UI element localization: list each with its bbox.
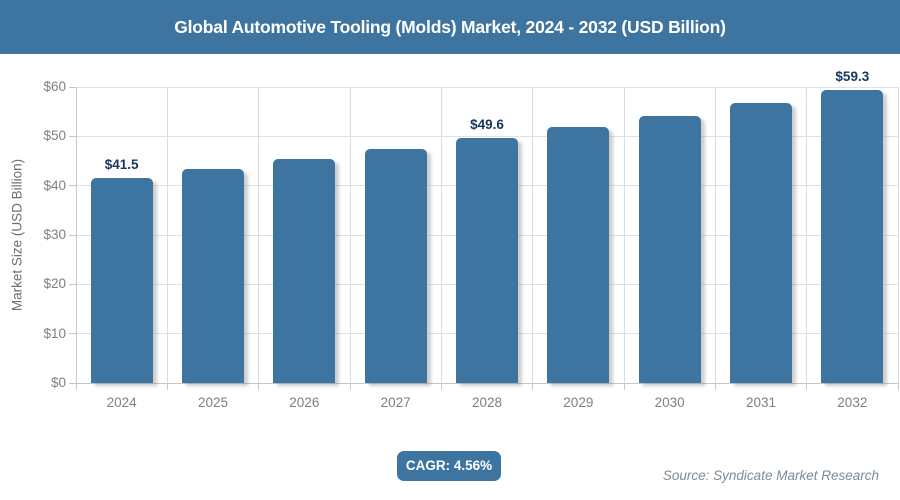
gridline-vertical <box>258 87 260 383</box>
chart-title: Global Automotive Tooling (Molds) Market… <box>174 17 726 37</box>
y-axis-tick-label: $30 <box>43 227 66 242</box>
gridline-vertical <box>806 87 808 383</box>
gridline-vertical <box>623 87 625 383</box>
bar-2029 <box>547 126 610 383</box>
bar-2032 <box>821 90 884 383</box>
gridline-horizontal <box>76 135 898 137</box>
x-axis-label-2030: 2030 <box>654 395 685 410</box>
y-axis-tick-label: $50 <box>43 128 66 144</box>
x-axis-label-2024: 2024 <box>106 395 137 410</box>
y-axis-tick-label: $60 <box>43 79 66 94</box>
bar-value-label-2024: $41.5 <box>104 157 139 173</box>
x-axis-label-2029: 2029 <box>563 395 594 410</box>
bar-2030 <box>638 115 701 383</box>
x-axis-tick <box>714 383 716 390</box>
x-axis-tick <box>806 383 808 390</box>
y-axis-tick <box>69 135 76 137</box>
x-axis-tick <box>166 383 168 390</box>
y-axis-tick-label: $10 <box>43 325 66 341</box>
x-axis-tick <box>75 383 77 390</box>
gridline-vertical <box>714 87 716 383</box>
chart-title-bar: Global Automotive Tooling (Molds) Market… <box>0 0 900 54</box>
x-axis-tick <box>440 383 442 390</box>
gridline-vertical <box>349 87 351 383</box>
bar-2031 <box>730 103 792 383</box>
bar-2028 <box>456 138 518 383</box>
x-axis-label-2031: 2031 <box>745 395 777 410</box>
gridline-vertical <box>532 87 534 383</box>
gridline-vertical <box>75 87 77 383</box>
x-axis-label-2027: 2027 <box>380 395 411 410</box>
gridline-vertical <box>166 87 168 383</box>
bar-2025 <box>182 168 244 383</box>
x-axis-label-2028: 2028 <box>471 395 503 410</box>
x-axis-tick <box>532 383 534 390</box>
bar-value-label-2028: $49.6 <box>470 117 504 133</box>
bar-2026 <box>273 159 336 383</box>
gridline-horizontal <box>76 382 898 384</box>
x-axis-label-2032: 2032 <box>837 395 868 410</box>
x-axis-label-2025: 2025 <box>197 395 229 410</box>
y-axis-tick <box>69 86 76 88</box>
x-axis-tick <box>349 383 351 390</box>
x-axis-label-2026: 2026 <box>289 395 320 410</box>
gridline-vertical <box>897 87 899 383</box>
bar-chart: Market Size (USD Billion) $0 $10 $20 $30 $40… <box>10 69 899 410</box>
y-axis-tick <box>69 185 76 187</box>
y-axis-tick <box>69 382 76 384</box>
gridline-horizontal <box>76 86 898 88</box>
cagr-badge: CAGR: 4.56% <box>397 451 501 481</box>
plot-area <box>69 86 899 390</box>
x-axis-tick <box>258 383 260 390</box>
y-axis-tick <box>69 234 76 236</box>
y-axis-tick <box>69 283 76 285</box>
bar-2024 <box>90 178 153 383</box>
bar-2027 <box>364 149 427 383</box>
y-axis-tick-label: $20 <box>43 276 66 292</box>
y-axis-tick <box>69 333 76 335</box>
x-axis-tick <box>623 383 625 390</box>
y-axis-tick-label: $40 <box>43 177 66 193</box>
source-attribution: Source: Syndicate Market Research <box>662 468 879 483</box>
y-axis-tick-label: $0 <box>50 375 66 390</box>
gridline-vertical <box>440 87 442 383</box>
x-axis-tick <box>897 383 899 390</box>
bar-value-label-2032: $59.3 <box>835 69 870 85</box>
